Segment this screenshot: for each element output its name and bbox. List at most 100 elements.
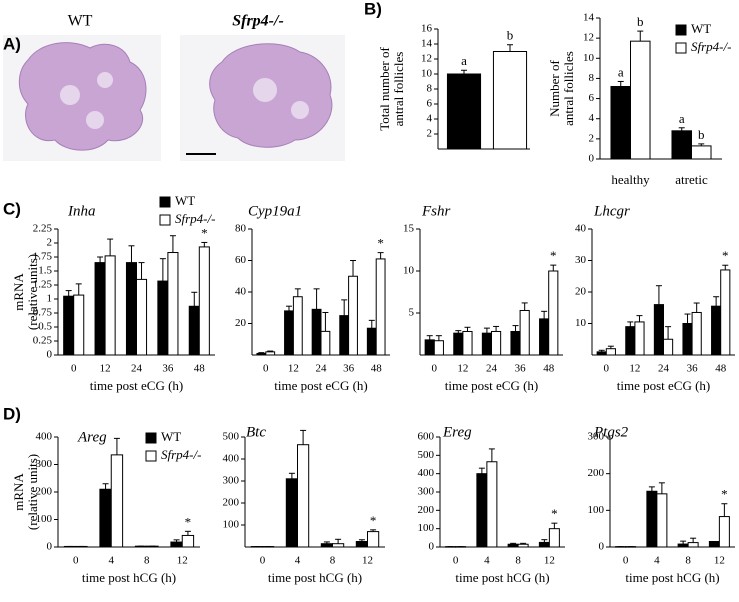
annotation: *	[370, 513, 377, 528]
y-tick-label: 100	[418, 522, 435, 534]
bar	[677, 543, 689, 548]
y-tick-label: 14	[421, 38, 433, 50]
annotation: a	[679, 111, 685, 126]
y-tick-label: 100	[36, 513, 53, 525]
bar	[519, 309, 530, 356]
chart-title: Lhcgr	[593, 203, 630, 219]
x-tick-label: 0	[71, 363, 77, 375]
x-tick-label: 0	[263, 363, 269, 375]
annotation: a	[618, 64, 624, 79]
bar	[491, 330, 502, 356]
bar	[596, 351, 607, 356]
y-tick-label: 4	[589, 112, 595, 124]
x-axis-label: time post hCG (h)	[82, 570, 176, 585]
bar	[332, 543, 345, 548]
annotation: *	[201, 225, 208, 240]
bar	[366, 327, 377, 356]
legend-label: WT	[175, 193, 195, 208]
y-tick-label: 10	[583, 52, 595, 64]
y-tick-label: 5	[409, 307, 415, 319]
bar	[125, 262, 138, 356]
legend-label: WT	[691, 21, 711, 36]
x-tick-label: 24	[658, 363, 670, 375]
y-tick-label: 15	[403, 223, 415, 235]
y-tick-label: 10	[421, 68, 433, 80]
y-tick-label: 300	[223, 475, 240, 487]
bar	[446, 73, 482, 150]
annotation: *	[551, 506, 558, 521]
chart-title: Btc	[246, 424, 266, 440]
y-tick-label: 12	[421, 53, 432, 65]
y-tick-label: 100	[588, 504, 605, 516]
bar	[433, 340, 444, 356]
y-axis-label: antral follicles	[561, 51, 576, 126]
bar	[348, 275, 358, 356]
bar	[682, 323, 693, 356]
bar	[110, 454, 124, 548]
bar	[671, 130, 692, 160]
chart-title: Fshr	[421, 203, 451, 219]
x-axis-label: time post hCG (h)	[625, 570, 719, 585]
bar	[646, 490, 658, 548]
bar	[687, 542, 699, 548]
bar	[691, 311, 702, 356]
bar	[481, 332, 492, 356]
bar	[424, 339, 435, 356]
bar	[630, 40, 651, 160]
x-tick-label: 4	[295, 555, 301, 567]
annotation: *	[185, 514, 192, 529]
bar	[453, 332, 464, 356]
x-tick-label: 0	[73, 555, 79, 567]
x-tick-label: 12	[544, 555, 555, 567]
bar	[653, 304, 665, 356]
y-axis-label: Number of	[547, 59, 562, 116]
bar	[157, 280, 169, 356]
bar	[517, 543, 529, 548]
bar	[292, 296, 303, 356]
bar	[285, 478, 298, 548]
annotation: b	[698, 127, 705, 142]
legend-label: Sfrp4-/-	[691, 39, 731, 54]
x-tick-label: atretic	[675, 172, 708, 187]
legend-swatch	[145, 432, 157, 444]
x-axis-label: time post eCG (h)	[90, 378, 184, 393]
annotation: a	[461, 53, 467, 68]
image-label: WT	[68, 13, 93, 30]
y-axis-label: antral follicles	[391, 52, 406, 127]
bar	[720, 269, 731, 356]
panel-label: B)	[364, 0, 382, 18]
x-tick-label: 4	[654, 555, 660, 567]
y-tick-label: 40	[235, 286, 247, 298]
bar	[181, 534, 195, 548]
bar	[718, 516, 730, 548]
y-tick-label: 40	[575, 223, 587, 235]
y-axis-label: mRNA	[11, 473, 26, 511]
x-tick-label: 12	[288, 363, 299, 375]
y-axis-label: Total number of	[377, 47, 392, 131]
x-tick-label: 0	[623, 555, 629, 567]
bar	[492, 51, 528, 150]
legend-label: WT	[161, 429, 181, 444]
y-tick-label: 6	[427, 98, 433, 110]
y-tick-label: 1.75	[33, 251, 53, 263]
y-tick-label: 300	[36, 458, 53, 470]
bar	[198, 246, 210, 356]
chart-title: Inha	[67, 203, 96, 219]
bar	[265, 351, 276, 356]
y-axis-label: (relative units)	[25, 454, 40, 530]
bar	[486, 461, 498, 548]
bar	[355, 541, 368, 548]
x-tick-label: 24	[486, 363, 498, 375]
annotation: *	[721, 487, 728, 502]
bar	[538, 541, 550, 548]
bar	[73, 294, 85, 356]
x-tick-label: 36	[515, 363, 527, 375]
bar	[510, 330, 521, 356]
y-tick-label: 200	[223, 497, 240, 509]
bar	[462, 330, 473, 356]
bar	[375, 258, 386, 356]
x-tick-label: 4	[484, 555, 490, 567]
x-tick-label: 4	[109, 555, 115, 567]
x-tick-label: 24	[316, 363, 328, 375]
panel-label: D)	[3, 404, 21, 423]
